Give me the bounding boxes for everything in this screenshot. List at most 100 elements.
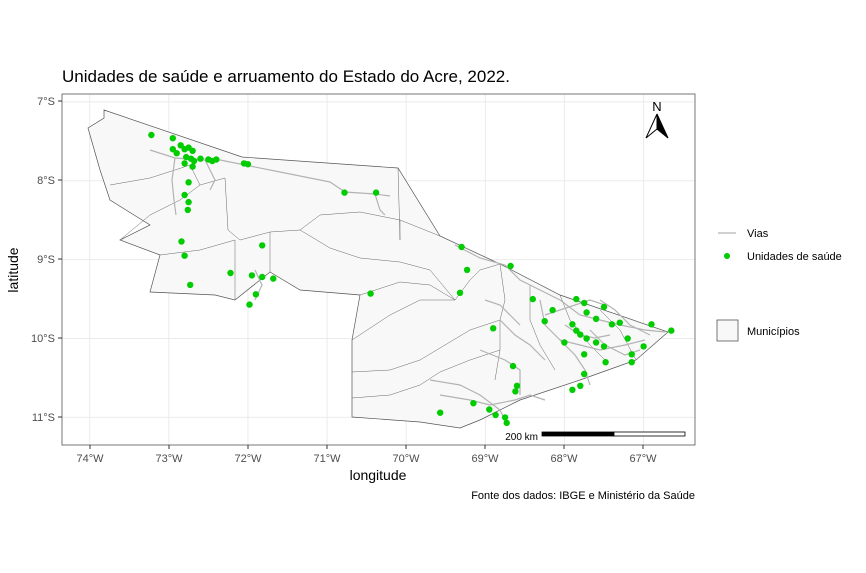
health-unit-point	[628, 351, 635, 358]
legend-label-roads: Vias	[747, 228, 769, 240]
health-unit-point	[529, 295, 536, 303]
y-tick-label: 10°S	[31, 333, 55, 345]
legend: Vias Unidades de saúde Municípios	[716, 228, 842, 342]
health-unit-point	[372, 189, 380, 196]
x-tick: 71°W	[313, 445, 341, 465]
health-unit-point	[177, 142, 184, 149]
health-unit-point	[668, 327, 675, 334]
health-unit-point	[341, 189, 348, 196]
health-unit-point	[181, 252, 188, 259]
legend-key-health-units	[724, 253, 730, 259]
x-tick-label: 70°W	[392, 453, 420, 465]
health-unit-point	[463, 266, 471, 274]
road	[171, 157, 177, 216]
y-tick: 11°S	[32, 412, 62, 424]
health-unit-point	[173, 150, 180, 157]
health-unit-point	[608, 321, 616, 328]
boundary-line	[351, 349, 501, 399]
health-unit-point	[541, 318, 548, 325]
x-tick-label: 74°W	[76, 453, 104, 465]
health-unit-point	[512, 388, 519, 395]
boundary-line	[224, 177, 321, 241]
health-unit-point	[184, 206, 191, 214]
x-tick-label: 71°W	[313, 453, 341, 465]
health-unit-point	[252, 291, 260, 298]
y-tick: 9°S	[37, 254, 62, 266]
health-unit-point	[197, 155, 204, 162]
health-unit-point	[549, 306, 556, 314]
legend-label-municipalities: Municípios	[747, 326, 800, 338]
health-units-layer	[148, 131, 675, 427]
boundary-line	[159, 239, 236, 256]
health-unit-point	[458, 243, 465, 251]
road	[429, 379, 506, 421]
y-tick: 10°S	[31, 333, 62, 345]
health-unit-point	[600, 303, 608, 311]
boundary-line	[359, 281, 456, 301]
health-unit-point	[624, 335, 631, 342]
health-unit-point	[569, 321, 576, 328]
health-unit-point	[189, 163, 196, 170]
health-unit-point	[367, 290, 374, 297]
road	[204, 159, 216, 191]
x-tick: 67°W	[629, 445, 657, 465]
health-unit-point	[169, 146, 176, 153]
x-tick-label: 72°W	[234, 453, 262, 465]
health-unit-point	[592, 315, 600, 322]
municipality-boundaries	[109, 164, 637, 399]
boundary-line	[454, 263, 501, 301]
health-unit-point	[259, 242, 266, 249]
boundary-line	[119, 177, 226, 241]
north-label: N	[652, 99, 661, 114]
health-unit-point	[503, 419, 510, 427]
y-axis-title: latitude	[5, 247, 21, 292]
health-unit-point	[501, 414, 509, 421]
y-tick: 8°S	[37, 175, 62, 187]
health-unit-point	[561, 339, 568, 346]
road	[599, 299, 651, 336]
north-arrow-right-icon	[656, 113, 669, 139]
health-unit-point	[178, 238, 185, 245]
health-unit-point	[227, 269, 234, 277]
x-tick: 73°W	[155, 445, 183, 465]
health-unit-point	[185, 198, 192, 206]
x-tick-label: 69°W	[471, 453, 499, 465]
panel-border	[61, 93, 696, 446]
health-unit-point	[456, 289, 464, 296]
health-unit-point	[181, 160, 188, 167]
road	[374, 193, 386, 216]
scale-bar-black-segment	[541, 431, 615, 437]
x-axis: 74°W 73°W 72°W 71°W 70°W 69°W 68°W 67°W	[76, 445, 657, 465]
plot-panel: N 200 km	[61, 93, 696, 446]
x-tick: 69°W	[471, 445, 499, 465]
boundary-line	[397, 167, 401, 241]
road	[454, 244, 561, 301]
x-tick: 72°W	[234, 445, 262, 465]
health-unit-point	[189, 147, 196, 154]
x-tick: 68°W	[550, 445, 578, 465]
health-unit-point	[492, 411, 499, 419]
health-unit-point	[581, 299, 588, 307]
x-tick: 74°W	[76, 445, 104, 465]
health-unit-point	[213, 156, 220, 163]
health-unit-point	[246, 301, 253, 308]
scale-bar-label: 200 km	[505, 432, 538, 443]
health-unit-point	[244, 161, 252, 168]
x-tick: 70°W	[392, 445, 420, 465]
health-unit-point	[248, 272, 256, 279]
health-unit-point	[581, 351, 588, 358]
health-unit-point	[573, 327, 580, 334]
health-unit-point	[583, 335, 590, 342]
health-unit-point	[577, 382, 584, 389]
health-unit-point	[581, 370, 588, 378]
health-unit-point	[490, 325, 497, 332]
health-unit-point	[181, 191, 188, 199]
legend-label-health-units: Unidades de saúde	[747, 251, 842, 263]
health-unit-point	[616, 319, 623, 326]
health-unit-point	[486, 406, 493, 413]
health-unit-point	[577, 331, 584, 338]
y-tick-label: 8°S	[37, 175, 55, 187]
y-tick-label: 11°S	[32, 412, 55, 424]
health-unit-point	[190, 157, 198, 165]
